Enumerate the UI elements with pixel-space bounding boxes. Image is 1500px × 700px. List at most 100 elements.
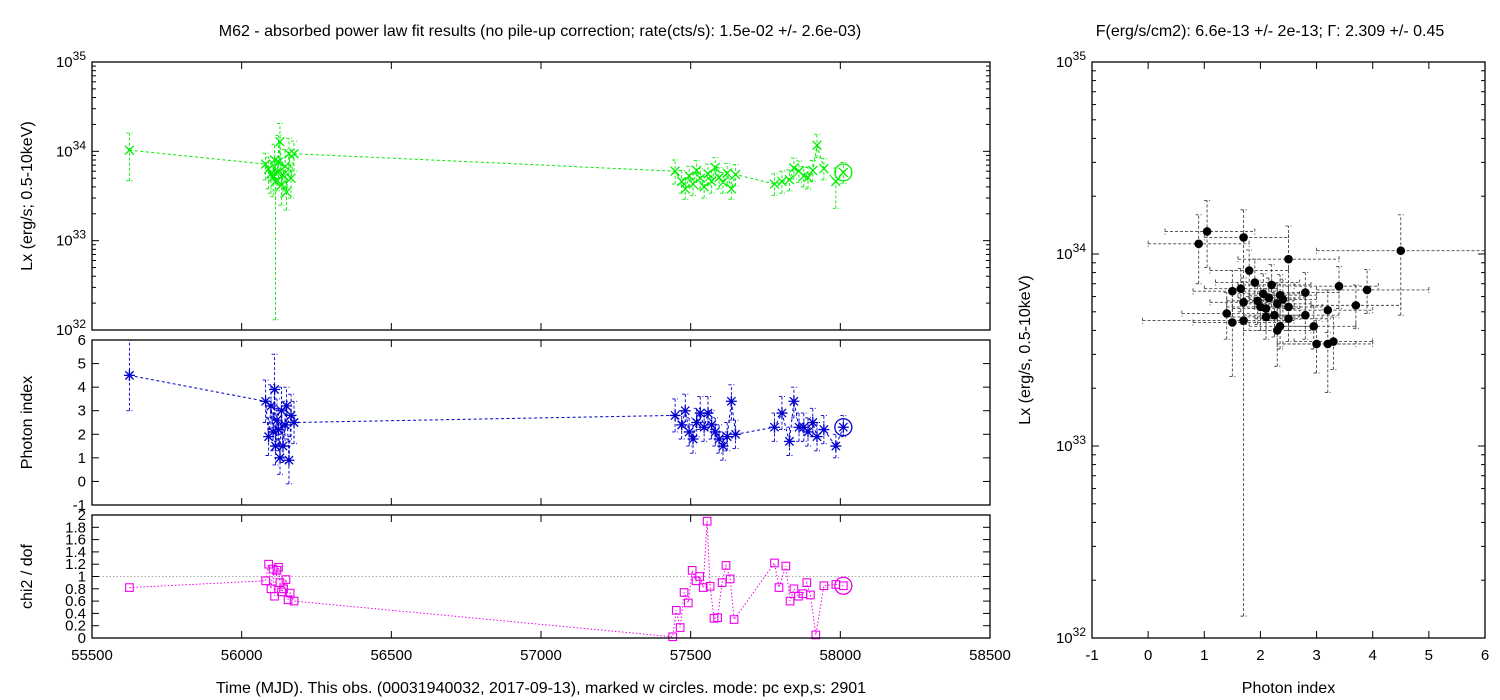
data-point [265,400,277,412]
data-point [788,395,800,407]
y-error-bar [1240,209,1247,279]
x-tick-label: 58000 [819,647,861,664]
x-error-bar [1316,286,1430,293]
data-point [768,421,780,433]
data-point [726,184,737,194]
data-point [806,590,815,600]
data-point [680,184,691,194]
y-error-bar [690,424,697,454]
data-point [698,583,708,592]
y-error-bar [724,422,731,452]
x-tick-label: 56500 [370,647,412,664]
data-point [785,596,795,606]
y-error-bar [1240,292,1247,617]
data-point [288,417,300,428]
data-point [272,166,282,177]
data-point [272,565,282,575]
data-point [289,148,299,159]
current-observation-circle [834,163,853,182]
data-point [819,581,829,591]
data-point [1301,310,1310,320]
y-tick-label: 1.8 [65,519,86,536]
data-point [274,562,283,572]
y-tick-label: -1 [73,497,86,514]
data-point [777,176,787,187]
data-point [1270,310,1279,320]
y-tick-label: 1033 [56,228,86,250]
data-point [1261,312,1271,322]
plot-frame [91,339,991,506]
data-point [688,179,698,189]
data-point [670,166,680,177]
series-line [129,141,844,193]
x-error-bar [1142,317,1295,324]
data-point [713,433,725,445]
data-point [1239,233,1248,242]
data-point [1309,322,1319,331]
data-point [683,598,693,608]
x-tick-label: 57000 [520,647,562,664]
data-point [1264,293,1274,303]
data-point [717,440,729,452]
data-point [794,591,803,601]
y-tick-label: 1034 [1056,241,1086,263]
data-point [725,395,737,407]
y-error-bar [262,152,269,181]
data-point [272,424,284,436]
data-point [807,417,819,428]
y-tick-label: 0.6 [65,593,86,610]
y-error-bar [719,431,726,461]
data-point [1272,326,1282,335]
data-point [286,173,296,184]
data-point [830,176,841,187]
y-axis-label: Lx (erg/s; 0.5-10keV) [19,121,36,270]
data-point [783,435,795,447]
data-point [281,400,293,412]
data-point [263,431,275,443]
data-point [263,164,274,175]
data-point [1284,302,1293,312]
data-point [706,176,717,187]
data-point [270,176,281,187]
photon-index-panel: -1 0 1 2 3 4 5 6 Photon index [19,332,991,514]
data-point [784,174,795,185]
y-error-bar [786,426,793,456]
data-point [774,583,784,592]
data-point [730,428,742,440]
data-point [1362,285,1372,295]
data-point [710,162,721,173]
x-tick-label: 56000 [221,647,263,664]
data-point [669,409,681,421]
y-error-bar [1324,318,1331,393]
y-tick-label: 1.6 [65,532,86,549]
data-point [281,187,292,197]
data-point [281,575,291,584]
data-point [273,157,284,167]
data-point [687,433,699,445]
y-error-bar [686,417,693,447]
data-point [695,572,704,581]
left-chart-title: M62 - absorbed power law fit results (no… [219,23,862,40]
data-point [1323,339,1333,349]
data-point [668,632,678,642]
y-tick-label: 0.2 [65,618,86,635]
data-point [1239,298,1248,307]
data-point [802,578,812,587]
data-point [289,596,299,606]
data-point [714,172,724,183]
y-tick-label: 0 [78,630,86,647]
data-point [279,419,291,431]
y-error-bar [805,417,812,447]
x-error-bar [1282,340,1374,347]
data-point [802,426,814,438]
y-tick-label: 1.2 [65,556,86,573]
data-point [830,440,842,452]
data-point [770,558,779,568]
data-point [706,419,718,431]
data-point [271,414,283,426]
data-point [276,180,287,190]
data-point [1244,266,1254,275]
data-point [730,169,741,180]
data-point [769,179,780,189]
data-point [1202,227,1212,236]
